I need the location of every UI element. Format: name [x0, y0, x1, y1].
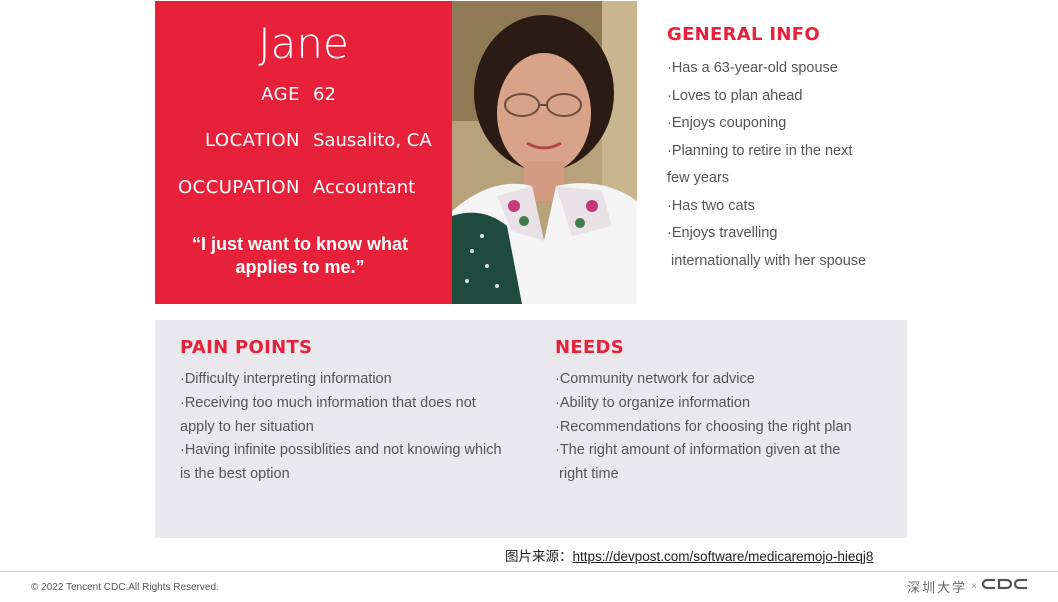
list-item: ·Community network for advice: [555, 371, 755, 387]
list-item: ·Difficulty interpreting information: [180, 371, 392, 387]
general-info-title: GENERAL INFO: [667, 24, 820, 45]
persona-card: Jane AGE 62 LOCATION Sausalito, CA OCCUP…: [155, 1, 452, 304]
footer-divider: [0, 571, 1058, 572]
general-info-list: ·Has a 63-year-old spouse ·Loves to plan…: [667, 55, 907, 275]
age-label: AGE: [261, 84, 300, 105]
list-item: few years: [667, 170, 730, 186]
pain-points-section: PAIN POINTS ·Difficulty interpreting inf…: [180, 337, 535, 487]
source-link[interactable]: https://devpost.com/software/medicaremoj…: [572, 549, 874, 564]
footer-logos: 深圳大学 ×: [907, 577, 1031, 596]
list-item: ·Receiving too much information that doe…: [180, 394, 476, 411]
source-label: 图片来源：: [505, 549, 573, 564]
persona-photo: [452, 1, 637, 304]
needs-section: NEEDS ·Community network for advice ·Abi…: [555, 337, 895, 487]
list-item: ·Planning to retire in the next: [667, 142, 853, 159]
list-item: ·Has a 63-year-old spouse: [667, 60, 838, 76]
cdc-logo: [981, 577, 1031, 596]
location-label: LOCATION: [205, 130, 300, 151]
age-value: 62: [313, 84, 336, 105]
pain-needs-panel: PAIN POINTS ·Difficulty interpreting inf…: [155, 320, 907, 538]
quote-line: “I just want to know what: [192, 234, 408, 254]
occupation-label: OCCUPATION: [177, 177, 300, 198]
list-item: internationally with her spouse: [667, 252, 867, 269]
list-item: is the best option: [180, 466, 290, 483]
list-item: ·Has two cats: [667, 197, 755, 214]
list-item: ·Enjoys travelling: [667, 225, 778, 241]
list-item: ·Having infinite possiblities and not kn…: [180, 442, 502, 459]
needs-title: NEEDS: [555, 337, 625, 358]
image-source: 图片来源：https://devpost.com/software/medica…: [505, 545, 873, 565]
list-item: ·Loves to plan ahead: [667, 87, 803, 104]
occupation-value: Accountant: [313, 177, 416, 198]
needs-list: ·Community network for advice ·Ability t…: [555, 368, 895, 487]
list-item: ·Enjoys couponing: [667, 115, 787, 131]
list-item: ·Ability to organize information: [555, 394, 751, 411]
persona-name: Jane: [258, 19, 349, 68]
szu-logo: 深圳大学: [907, 581, 968, 596]
general-info-section: GENERAL INFO ·Has a 63-year-old spouse ·…: [667, 24, 907, 275]
list-item: ·Recommendations for choosing the right …: [555, 418, 852, 435]
list-item: right time: [555, 466, 619, 483]
persona-quote: “I just want to know what applies to me.…: [175, 233, 425, 279]
list-item: apply to her situation: [180, 418, 314, 435]
list-item: ·The right amount of information given a…: [555, 442, 841, 459]
logo-separator: ×: [971, 581, 977, 592]
pain-points-title: PAIN POINTS: [180, 337, 313, 358]
pain-points-list: ·Difficulty interpreting information ·Re…: [180, 368, 535, 487]
quote-line: applies to me.”: [235, 257, 365, 277]
copyright-text: © 2022 Tencent CDC.All Rights Reserved.: [31, 582, 219, 593]
location-value: Sausalito, CA: [313, 130, 432, 151]
